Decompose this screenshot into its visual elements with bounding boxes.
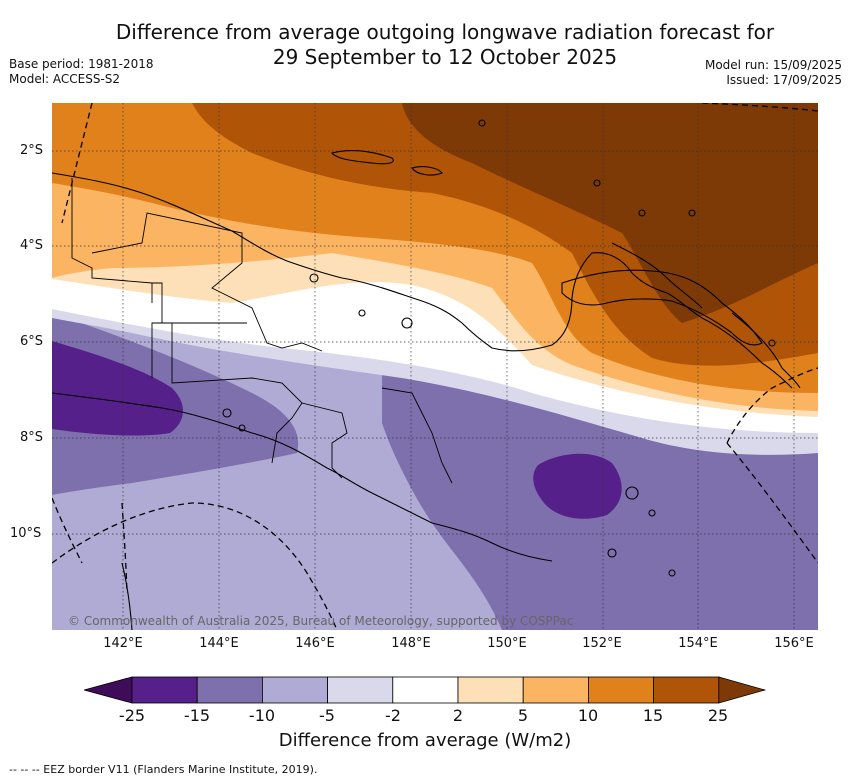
meta-left: Base period: 1981-2018 Model: ACCESS-S2 (9, 57, 154, 87)
colorbar-cell-8 (653, 676, 720, 704)
colorbar-arrow-high (718, 676, 767, 704)
colorbar-cell-5 (457, 676, 524, 704)
lon-label-148e: 148°E (391, 636, 431, 651)
cbar-tick-4: -2 (385, 706, 401, 725)
lat-label-6s: 6°S (20, 334, 44, 349)
cbar-tick-5: 2 (452, 706, 464, 725)
cbar-tick-1: -15 (183, 706, 211, 725)
colorbar-cells (84, 676, 767, 704)
lon-label-146e: 146°E (295, 636, 335, 651)
model-run: Model run: 15/09/2025 (704, 58, 842, 72)
cbar-tick-2: -10 (248, 706, 276, 725)
lon-label-154e: 154°E (678, 636, 718, 651)
title-line-2: 29 September to 12 October 2025 (272, 45, 618, 69)
title-line-1: Difference from average outgoing longwav… (115, 20, 775, 44)
meta-right: Model run: 15/09/2025 Issued: 17/09/2025 (705, 58, 842, 88)
cbar-tick-6: 5 (517, 706, 529, 725)
lon-label-142e: 142°E (103, 636, 143, 651)
lat-label-8s: 8°S (20, 430, 44, 445)
band-minus-25-to-minus-15-east (533, 453, 622, 519)
lon-label-150e: 150°E (487, 636, 527, 651)
coastlines (52, 119, 801, 630)
cbar-tick-9: 25 (707, 706, 729, 725)
map-title: Difference from average outgoing longwav… (60, 20, 830, 70)
colorbar-cell-2 (261, 676, 328, 704)
lon-label-152e: 152°E (582, 636, 622, 651)
band-above-25 (402, 103, 818, 323)
colorbar-cell-6 (522, 676, 589, 704)
colorbar-label: Difference from average (W/m2) (278, 730, 572, 751)
copyright-notice: © Commonwealth of Australia 2025, Bureau… (68, 614, 574, 628)
lat-label-2s: 2°S (20, 143, 44, 158)
band-minus-25-to-minus-15-west (52, 341, 184, 436)
colorbar-cell-4 (392, 676, 459, 704)
cbar-tick-8: 15 (642, 706, 664, 725)
colorbar-cell-3 (327, 676, 394, 704)
lon-label-144e: 144°E (199, 636, 239, 651)
model-name: Model: ACCESS-S2 (9, 72, 121, 86)
colorbar-cell-7 (587, 676, 654, 704)
province-borders (71, 178, 453, 484)
colorbar-arrow-low (84, 676, 133, 704)
cbar-tick-3: -5 (319, 706, 335, 725)
colorbar-cell-1 (196, 676, 263, 704)
issued-date: Issued: 17/09/2025 (726, 73, 842, 87)
colorbar-cell-0 (131, 676, 198, 704)
cbar-tick-0: -25 (118, 706, 146, 725)
eez-borders (52, 103, 818, 630)
band-minus-2-to-2 (52, 279, 818, 433)
olr-anomaly-map (52, 103, 818, 630)
cbar-tick-7: 10 (577, 706, 599, 725)
lon-label-156e: 156°E (774, 636, 814, 651)
map-panel (52, 103, 818, 630)
eez-legend: -- -- -- EEZ border V11 (Flanders Marine… (9, 763, 318, 776)
colorbar (84, 676, 767, 704)
base-period: Base period: 1981-2018 (9, 57, 154, 71)
lat-label-10s: 10°S (10, 526, 42, 541)
lat-label-4s: 4°S (20, 238, 44, 253)
